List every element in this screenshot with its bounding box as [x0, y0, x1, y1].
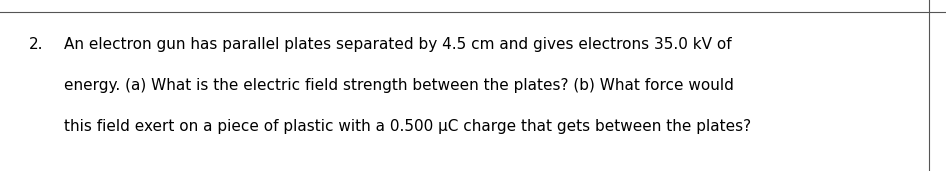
Text: An electron gun has parallel plates separated by 4.5 cm and gives electrons 35.0: An electron gun has parallel plates sepa…: [64, 37, 732, 52]
Text: 2.: 2.: [28, 37, 43, 52]
Text: this field exert on a piece of plastic with a 0.500 μC charge that gets between : this field exert on a piece of plastic w…: [64, 119, 751, 134]
Text: energy. (a) What is the electric field strength between the plates? (b) What for: energy. (a) What is the electric field s…: [64, 78, 734, 93]
